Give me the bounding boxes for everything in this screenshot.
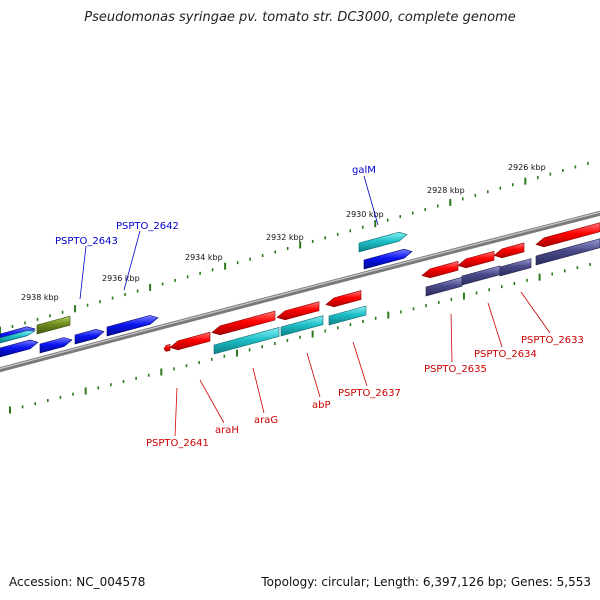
- gene-arrow-pspto-2634b: [457, 250, 495, 269]
- gene-arrow-pspto-2641: [163, 343, 171, 352]
- gene-label[interactable]: PSPTO_2633: [521, 335, 584, 346]
- leader-line: [199, 379, 225, 424]
- gene-arrow-pspto-2643-olive: [36, 315, 71, 335]
- genome-title: Pseudomonas syringae pv. tomato str. DC3…: [84, 10, 516, 25]
- gene-label[interactable]: araG: [254, 415, 278, 426]
- gene-arrow-lower-blue-2: [39, 337, 73, 354]
- kbp-label: 2934 kbp: [185, 253, 223, 262]
- leader-line: [520, 291, 551, 334]
- gene-arrow-pspto-2637-lower: [328, 305, 367, 326]
- gene-labels: galM PSPTO_2642 PSPTO_2643 PSPTO_2633 PSPTO_…: [55, 165, 584, 449]
- leader-line: [174, 387, 178, 437]
- gene-arrow-lower-cyan: [0, 330, 37, 344]
- label-leader-lines: [79, 175, 551, 437]
- kbp-label: 2938 kbp: [21, 293, 59, 302]
- leader-line: [450, 313, 453, 363]
- genome-backbone-highlight: [0, 211, 600, 370]
- gene-label[interactable]: PSPTO_2643: [55, 236, 118, 247]
- kbp-label: 2936 kbp: [102, 274, 140, 283]
- leader-line: [123, 230, 141, 291]
- gene-arrow-galm-cyan: [358, 231, 408, 253]
- gene-label[interactable]: PSPTO_2641: [146, 438, 209, 449]
- gene-arrow-abp-lower: [280, 315, 324, 337]
- gene-label[interactable]: PSPTO_2634: [474, 349, 537, 360]
- leader-line: [306, 352, 321, 398]
- gene-arrow-pspto-2635-lower: [425, 276, 463, 297]
- gene-arrow-pspto-2635: [421, 260, 459, 279]
- kbp-labels: 2926 kbp 2928 kbp 2930 kbp 2932 kbp 2934 kbp…: [21, 163, 546, 302]
- leader-line: [352, 341, 368, 387]
- tick-track-upper: [0, 161, 589, 334]
- genome-backbone: [0, 210, 600, 373]
- gene-arrow-arag-lower: [213, 327, 280, 355]
- gene-label[interactable]: PSPTO_2637: [338, 388, 401, 399]
- genome-summary-text: Topology: circular; Length: 6,397,126 bp…: [261, 575, 591, 589]
- gene-arrow-pspto-2634b-lower: [461, 265, 501, 286]
- leader-line: [252, 367, 265, 414]
- gene-label[interactable]: PSPTO_2642: [116, 221, 179, 232]
- gene-arrow-arag: [211, 310, 276, 336]
- gene-arrow-galm: [363, 248, 413, 270]
- kbp-label: 2926 kbp: [508, 163, 546, 172]
- gene-arrow-pspto-2634: [493, 242, 525, 259]
- gene-arrow-arah: [169, 331, 211, 351]
- tick-track-lower: [9, 263, 591, 414]
- gene-label[interactable]: araH: [215, 425, 239, 436]
- gene-label[interactable]: abP: [312, 400, 331, 411]
- gene-arrow-pspto-2637: [325, 290, 362, 308]
- gene-features: [0, 222, 600, 358]
- gene-arrow-lower-blue-1: [74, 329, 105, 345]
- gene-arrow-pspto-2634-lower: [499, 258, 532, 277]
- kbp-label: 2932 kbp: [266, 233, 304, 242]
- gene-arrow-abp: [276, 301, 320, 321]
- gene-arrow-pspto-2633: [535, 222, 600, 248]
- leader-line: [487, 302, 503, 348]
- gene-arrow-pspto-2633-lower: [535, 238, 600, 266]
- accession-text: Accession: NC_004578: [9, 575, 146, 589]
- leader-line: [363, 175, 379, 226]
- kbp-label: 2930 kbp: [346, 210, 384, 219]
- gene-label[interactable]: PSPTO_2635: [424, 364, 487, 375]
- gene-label[interactable]: galM: [352, 165, 376, 176]
- gene-arrow-pspto-2642: [106, 315, 159, 337]
- gene-arrow-lower-blue-3: [0, 339, 39, 358]
- kbp-label: 2928 kbp: [427, 186, 465, 195]
- leader-line: [79, 245, 87, 300]
